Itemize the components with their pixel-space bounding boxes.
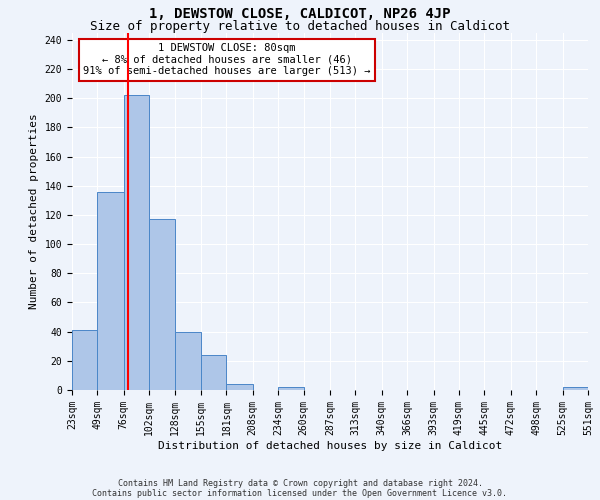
Bar bbox=[97, 192, 124, 390]
Bar bbox=[226, 384, 253, 390]
X-axis label: Distribution of detached houses by size in Caldicot: Distribution of detached houses by size … bbox=[158, 440, 502, 450]
Bar bbox=[124, 95, 149, 390]
Text: 1, DEWSTOW CLOSE, CALDICOT, NP26 4JP: 1, DEWSTOW CLOSE, CALDICOT, NP26 4JP bbox=[149, 8, 451, 22]
Bar bbox=[72, 330, 97, 390]
Text: Contains HM Land Registry data © Crown copyright and database right 2024.: Contains HM Land Registry data © Crown c… bbox=[118, 478, 482, 488]
Text: Size of property relative to detached houses in Caldicot: Size of property relative to detached ho… bbox=[90, 20, 510, 33]
Text: 1 DEWSTOW CLOSE: 80sqm
← 8% of detached houses are smaller (46)
91% of semi-deta: 1 DEWSTOW CLOSE: 80sqm ← 8% of detached … bbox=[83, 43, 371, 76]
Bar bbox=[563, 387, 588, 390]
Bar bbox=[175, 332, 201, 390]
Y-axis label: Number of detached properties: Number of detached properties bbox=[29, 114, 39, 309]
Bar bbox=[278, 387, 304, 390]
Text: Contains public sector information licensed under the Open Government Licence v3: Contains public sector information licen… bbox=[92, 488, 508, 498]
Bar bbox=[149, 220, 175, 390]
Bar bbox=[201, 355, 226, 390]
